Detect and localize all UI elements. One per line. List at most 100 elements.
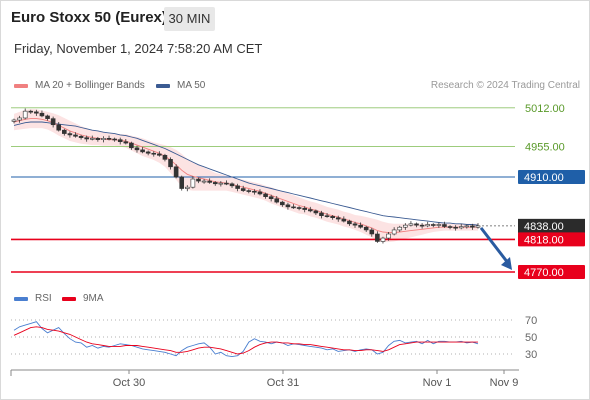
level-label-3: 4838.00 — [524, 221, 564, 233]
candle-body-13 — [84, 137, 89, 140]
rsi-level-label-2: 30 — [525, 349, 537, 361]
candle-body-58 — [335, 217, 341, 220]
candle-body-34 — [201, 180, 207, 183]
candle-body-50 — [291, 206, 296, 209]
candle-body-17 — [106, 138, 112, 140]
candle-body-83 — [475, 225, 481, 228]
ma50-line — [13, 121, 479, 226]
candle-body-43 — [252, 190, 257, 193]
instrument-title: Euro Stoxx 50 (Eurex) — [11, 9, 167, 26]
candle-body-82 — [470, 225, 475, 228]
candle-body-11 — [73, 134, 78, 137]
candle-body-60 — [347, 220, 352, 225]
level-label-4: 4818.00 — [524, 234, 564, 246]
x-tick-label-1: Oct 31 — [267, 377, 299, 389]
candle-body-29 — [173, 166, 179, 178]
candle-body-14 — [89, 138, 95, 140]
candle-body-25 — [151, 152, 157, 155]
candle-body-76 — [436, 224, 442, 226]
candle-body-36 — [212, 182, 218, 185]
legend-ma50-label: MA 50 — [177, 80, 206, 91]
candle-body-74 — [425, 224, 430, 227]
candle-body-52 — [302, 207, 307, 210]
candle-body-53 — [307, 209, 313, 212]
research-credit: Research © 2024 Trading Central — [430, 80, 580, 91]
candle-body-48 — [280, 201, 285, 206]
candle-body-68 — [391, 229, 397, 235]
bollinger-band — [14, 109, 478, 243]
candle-body-22 — [134, 147, 140, 151]
candle-body-61 — [352, 223, 358, 226]
candle-body-41 — [240, 188, 246, 191]
candle-body-59 — [341, 218, 347, 222]
candle-body-4 — [34, 111, 39, 114]
candle-body-40 — [235, 185, 240, 189]
ma50-swatch — [156, 83, 170, 88]
candle-body-71 — [408, 223, 414, 226]
support-tag-4 — [518, 232, 585, 247]
candle-body-51 — [296, 207, 302, 209]
rsi-line — [13, 321, 479, 358]
x-tick-label-0: Oct 30 — [113, 377, 145, 389]
candle-body-7 — [50, 118, 56, 126]
rsi-ma-line — [13, 326, 478, 355]
candle-body-24 — [145, 151, 151, 154]
support-tag-5 — [518, 265, 585, 279]
candle-body-77 — [442, 224, 447, 227]
legend-ma50: MA 50 — [156, 80, 205, 91]
candle-body-28 — [168, 159, 173, 168]
candle-body-64 — [369, 229, 375, 235]
candle-body-56 — [324, 215, 330, 217]
candle-body-55 — [319, 212, 324, 216]
candle-body-57 — [330, 216, 335, 219]
level-label-2: 4910.00 — [524, 172, 564, 184]
legend-9ma-label: 9MA — [83, 293, 104, 304]
candle-body-65 — [375, 233, 380, 242]
candle-body-80 — [458, 226, 464, 229]
legend-ma20: MA 20 + Bollinger Bands — [14, 80, 145, 91]
candle-body-45 — [263, 193, 268, 197]
candle-body-23 — [140, 149, 145, 153]
candle-body-81 — [464, 225, 470, 228]
candle-body-16 — [101, 138, 106, 140]
legend-9ma: 9MA — [62, 293, 104, 304]
level-label-1: 4955.00 — [525, 141, 565, 153]
candle-body-66 — [380, 237, 386, 242]
x-tick-label-2: Nov 1 — [423, 377, 452, 389]
candle-body-46 — [268, 196, 274, 200]
candle-body-27 — [162, 154, 168, 160]
candle-body-8 — [56, 124, 62, 131]
legend-rsi-label: RSI — [35, 293, 52, 304]
candle-body-62 — [358, 224, 363, 228]
candle-body-9 — [62, 129, 67, 134]
rsi-level-label-0: 70 — [525, 315, 537, 327]
candle-body-2 — [22, 110, 28, 119]
candle-body-12 — [78, 135, 84, 138]
candle-body-20 — [123, 141, 129, 144]
candle-body-1 — [17, 117, 22, 121]
projection-arrow-shaft — [479, 226, 510, 264]
x-tick-label-3: Nov 9 — [490, 377, 519, 389]
candle-body-78 — [447, 226, 453, 228]
candle-body-49 — [285, 204, 291, 208]
legend-ma20-label: MA 20 + Bollinger Bands — [35, 80, 145, 91]
candle-body-21 — [129, 142, 134, 149]
candle-body-47 — [274, 198, 280, 203]
level-label-0: 5012.00 — [525, 103, 565, 115]
rsi-swatch — [14, 296, 28, 301]
projection-arrow-head — [501, 257, 512, 270]
candle-body-30 — [179, 176, 185, 189]
candle-body-42 — [246, 190, 252, 192]
ma20-line — [13, 118, 478, 234]
timeframe-badge[interactable]: 30 MIN — [164, 7, 215, 31]
candle-body-32 — [190, 178, 196, 188]
candle-body-33 — [196, 178, 201, 182]
legend-rsi: RSI — [14, 293, 52, 304]
rsi-level-label-1: 50 — [525, 332, 537, 344]
current-price-tag — [518, 218, 585, 233]
candle-body-6 — [45, 115, 50, 119]
candle-body-75 — [430, 224, 436, 226]
candle-body-70 — [403, 224, 408, 228]
candle-body-73 — [419, 224, 425, 227]
